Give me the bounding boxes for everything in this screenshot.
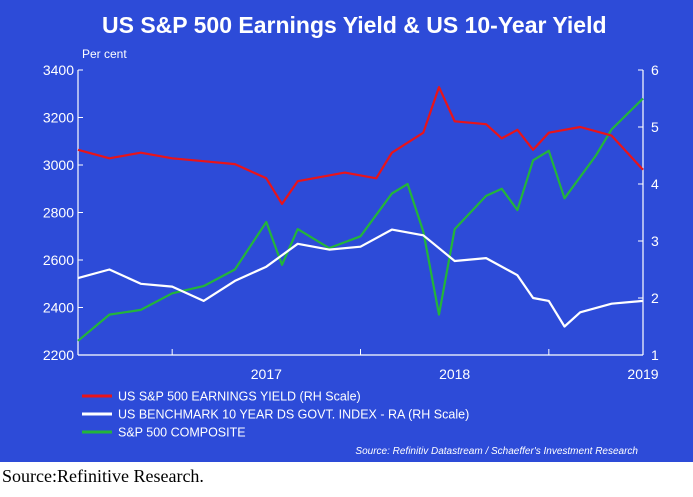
unit-label: Per cent	[82, 47, 127, 61]
series-line-0	[77, 86, 644, 205]
caption: Source:Refinitive Research.	[2, 466, 204, 486]
series-lines	[77, 86, 644, 342]
chart-title: US S&P 500 Earnings Yield & US 10-Year Y…	[102, 12, 607, 38]
legend-label: US BENCHMARK 10 YEAR DS GOVT. INDEX - RA…	[118, 408, 469, 422]
left-tick-label: 3000	[43, 157, 74, 173]
left-tick-label: 2600	[43, 252, 74, 268]
x-tick-label: 2017	[251, 366, 282, 382]
series-line-2	[77, 97, 644, 342]
x-axis-ticks: 2017 2018 2019	[171, 349, 659, 382]
left-tick-label: 3400	[43, 62, 74, 78]
x-tick-label: 2019	[627, 366, 658, 382]
right-tick-label: 3	[651, 233, 659, 249]
x-tick-label: 2018	[439, 366, 470, 382]
left-tick-label: 2400	[43, 300, 74, 316]
chart: US S&P 500 Earnings Yield & US 10-Year Y…	[43, 12, 659, 457]
right-tick-label: 6	[651, 62, 659, 78]
series-line-1	[77, 228, 644, 328]
legend-label: US S&P 500 EARNINGS YIELD (RH Scale)	[118, 390, 361, 404]
left-tick-label: 3200	[43, 110, 74, 126]
source-note: Source: Refinitiv Datastream / Schaeffer…	[355, 446, 638, 457]
chart-panel	[0, 0, 693, 462]
right-axis-ticks: 1 2 3 4 5 6	[638, 62, 659, 363]
right-tick-label: 5	[651, 119, 659, 135]
right-tick-label: 2	[651, 290, 659, 306]
left-axis-ticks: 2200 2400 2600 2800 3000 3200 3400	[43, 62, 83, 363]
right-tick-label: 1	[651, 347, 659, 363]
left-tick-label: 2200	[43, 347, 74, 363]
legend: US S&P 500 EARNINGS YIELD (RH Scale) US B…	[82, 390, 469, 440]
left-tick-label: 2800	[43, 205, 74, 221]
legend-label: S&P 500 COMPOSITE	[118, 426, 246, 440]
right-tick-label: 4	[651, 176, 659, 192]
